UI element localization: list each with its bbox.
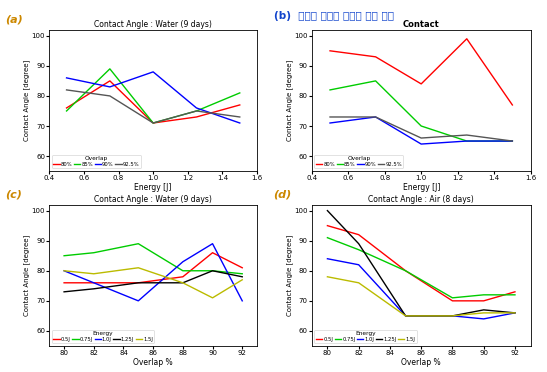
X-axis label: Overlap %: Overlap % <box>133 357 173 366</box>
X-axis label: Energy [J]: Energy [J] <box>135 183 172 192</box>
Y-axis label: Contact Angle [degree]: Contact Angle [degree] <box>24 235 30 316</box>
Text: (c): (c) <box>5 189 22 199</box>
Legend: 80%, 85%, 90%, 92.5%: 80%, 85%, 90%, 92.5% <box>52 155 141 169</box>
Text: (b)  실시간 레이저 에너지 측정 화면: (b) 실시간 레이저 에너지 측정 화면 <box>274 11 393 21</box>
Text: (a): (a) <box>5 14 23 24</box>
Text: (d): (d) <box>274 189 292 199</box>
Title: Contact Angle : Water (9 days): Contact Angle : Water (9 days) <box>94 20 212 29</box>
Title: Contact Angle : Water (9 days): Contact Angle : Water (9 days) <box>94 195 212 204</box>
Y-axis label: Contact Angle [degree]: Contact Angle [degree] <box>286 235 293 316</box>
X-axis label: Energy [J]: Energy [J] <box>403 183 440 192</box>
Legend: 0.5J, 0.75J, 1.0J, 1.25J, 1.5J: 0.5J, 0.75J, 1.0J, 1.25J, 1.5J <box>52 330 154 343</box>
Y-axis label: Contact Angle [degree]: Contact Angle [degree] <box>286 60 293 141</box>
Title: Contact: Contact <box>403 20 440 29</box>
Title: Contact Angle : Air (8 days): Contact Angle : Air (8 days) <box>368 195 474 204</box>
X-axis label: Overlap %: Overlap % <box>401 357 441 366</box>
Legend: 80%, 85%, 90%, 92.5%: 80%, 85%, 90%, 92.5% <box>315 155 403 169</box>
Y-axis label: Contact Angle [degree]: Contact Angle [degree] <box>24 60 30 141</box>
Legend: 0.5J, 0.75J, 1.0J, 1.25J, 1.5J: 0.5J, 0.75J, 1.0J, 1.25J, 1.5J <box>315 330 417 343</box>
